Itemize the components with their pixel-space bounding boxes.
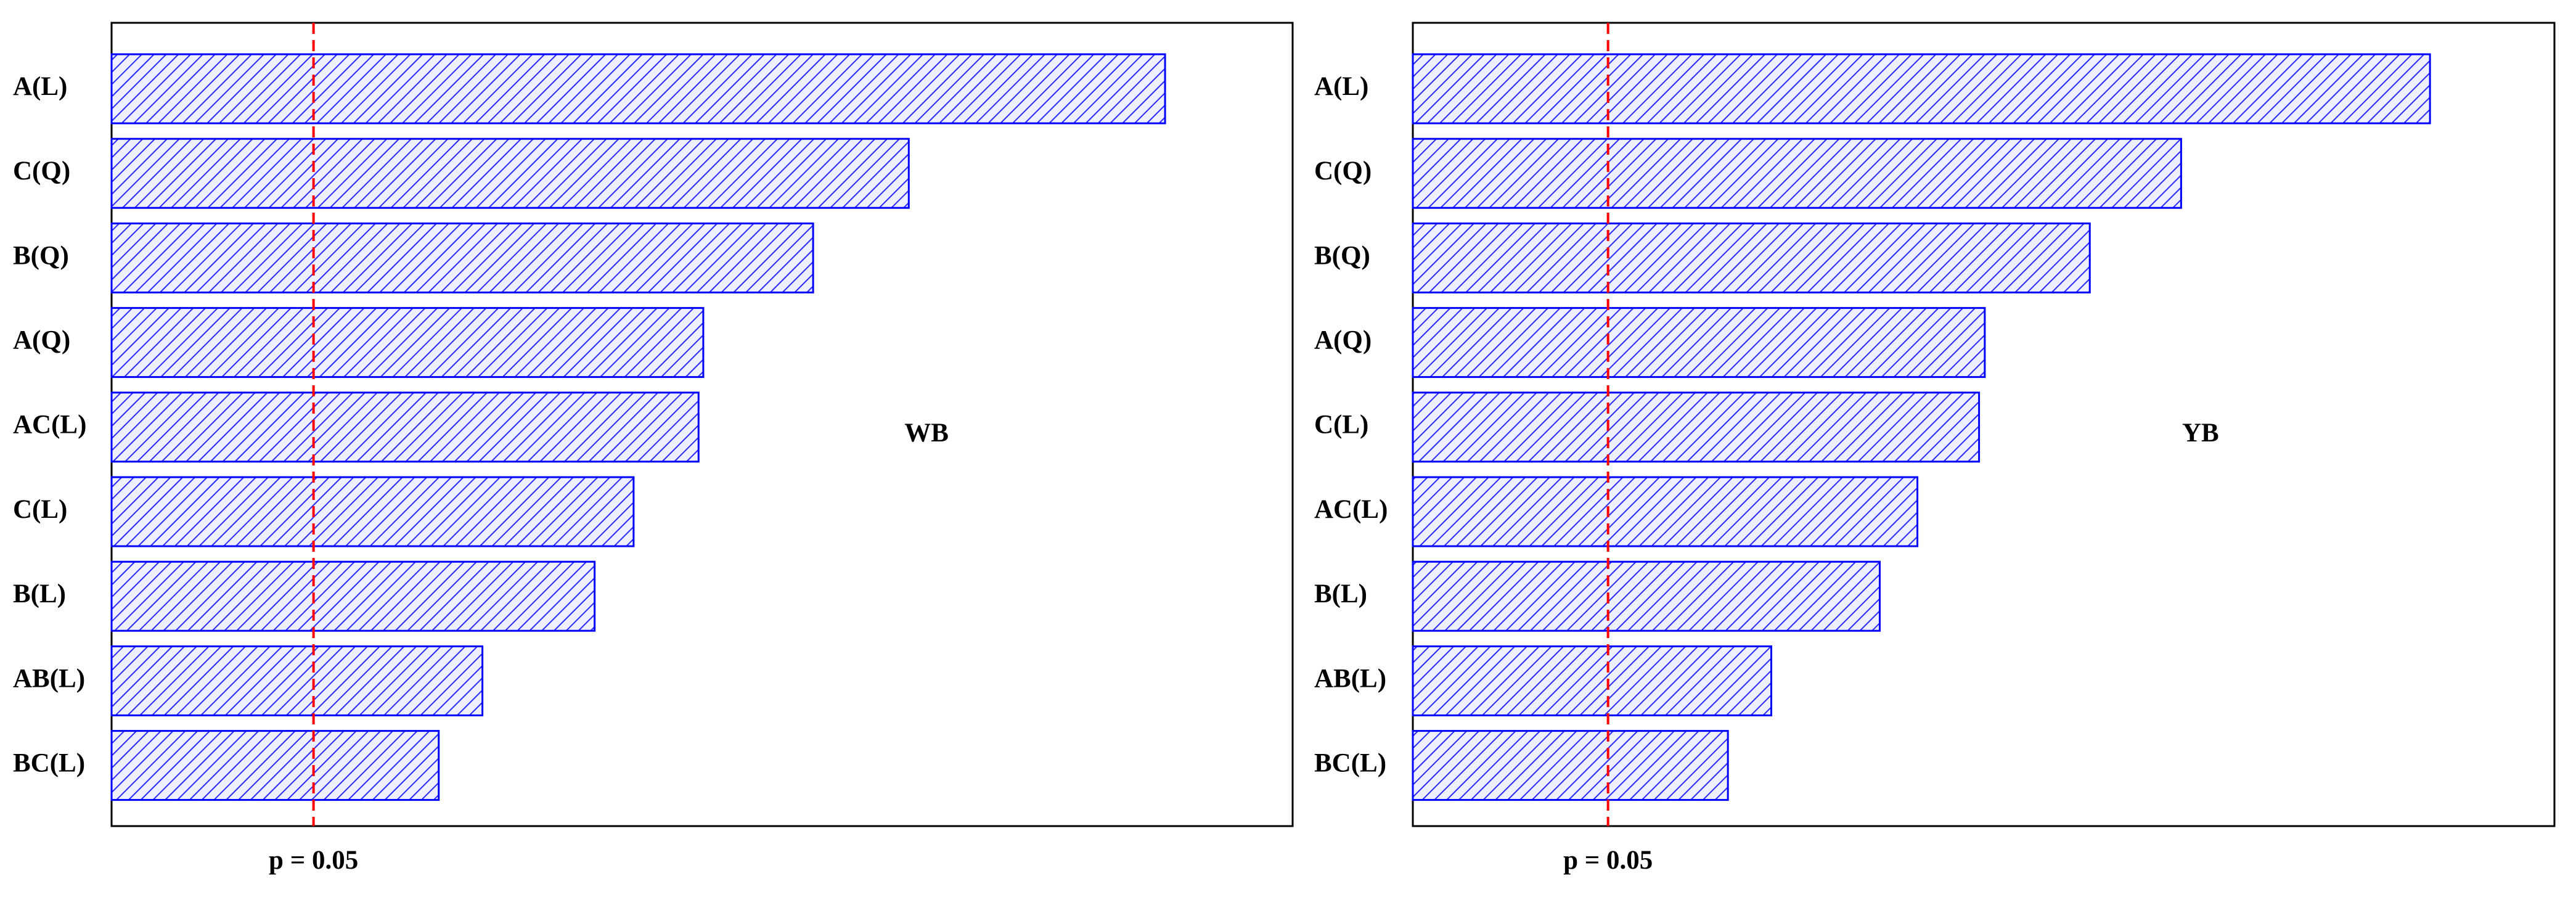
- y-tick-label: AC(L): [1314, 495, 1388, 524]
- bar: [1412, 222, 2091, 293]
- y-tick-label: A(Q): [1314, 326, 1372, 354]
- bar: [110, 137, 910, 209]
- y-tick-label: BC(L): [1314, 748, 1386, 777]
- y-tick-label: B(Q): [13, 241, 69, 270]
- annotation: YB: [2182, 419, 2219, 448]
- bar: [110, 645, 484, 716]
- annotation: WB: [904, 419, 949, 448]
- bar: [110, 560, 596, 632]
- bar: [1412, 560, 1881, 632]
- bar: [110, 730, 440, 801]
- y-tick-label: C(L): [1314, 411, 1368, 440]
- y-tick-label: AB(L): [1314, 664, 1386, 693]
- bar: [1412, 730, 1729, 801]
- y-tick-label: A(Q): [13, 326, 70, 354]
- y-tick-label: B(L): [13, 579, 66, 608]
- reference-label: p = 0.05: [1563, 846, 1653, 875]
- y-tick-label: BC(L): [13, 748, 85, 777]
- bar: [110, 53, 1166, 125]
- bar: [110, 476, 635, 547]
- bar: [110, 391, 700, 463]
- y-tick-label: A(L): [13, 72, 67, 101]
- y-tick-label: AC(L): [13, 411, 86, 440]
- bar: [110, 307, 705, 379]
- y-tick-label: C(Q): [1314, 157, 1372, 186]
- y-tick-label: B(L): [1314, 579, 1367, 608]
- y-tick-label: C(L): [13, 495, 67, 524]
- bar: [1412, 53, 2431, 125]
- y-tick-label: A(L): [1314, 72, 1368, 101]
- bar: [1412, 391, 1981, 463]
- y-tick-label: B(Q): [1314, 241, 1370, 270]
- bar: [1412, 307, 1986, 379]
- bar: [1412, 645, 1773, 716]
- y-tick-label: C(Q): [13, 157, 70, 186]
- bar: [1412, 137, 2182, 209]
- reference-label: p = 0.05: [269, 846, 358, 875]
- y-tick-label: AB(L): [13, 664, 85, 693]
- bar: [110, 222, 814, 293]
- bar: [1412, 476, 1919, 547]
